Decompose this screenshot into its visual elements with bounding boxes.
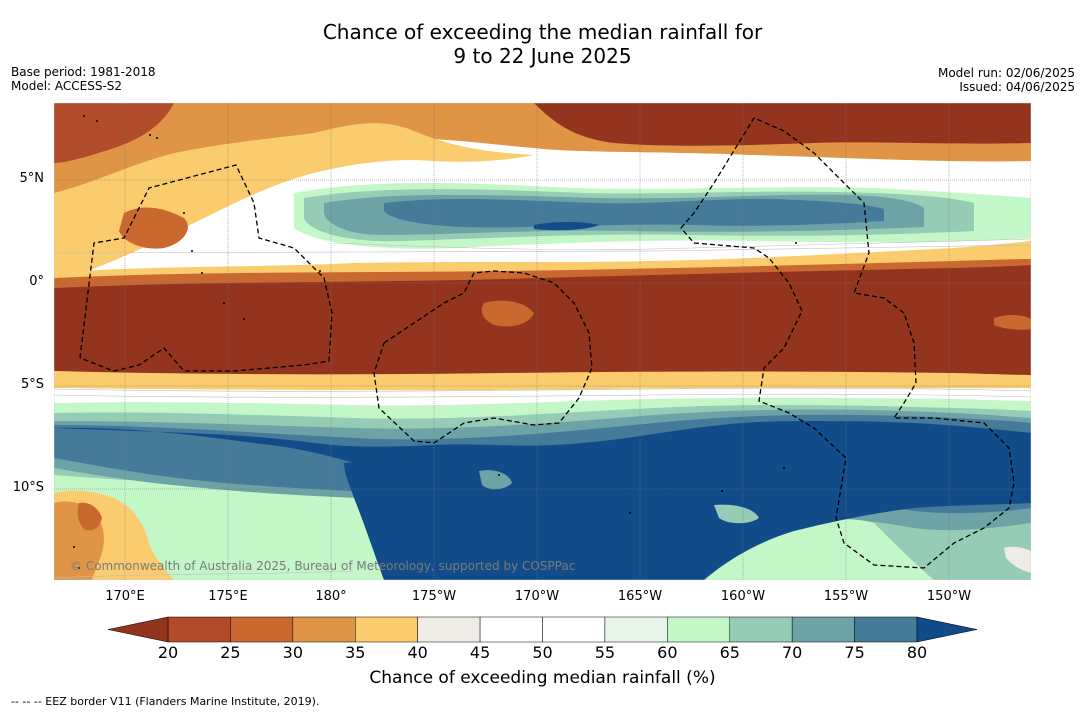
rainfall-map: © Commonwealth of Australia 2025, Bureau… (54, 103, 1031, 580)
lat-label-5s: 5°S (20, 377, 44, 392)
lat-label-5n: 5°N (19, 171, 45, 186)
southeast-grey (1004, 546, 1031, 573)
colorbar-under-arrow (107, 616, 169, 643)
colorbar-swatch (791, 616, 855, 643)
colorbar-tick-label: 65 (719, 643, 740, 662)
colorbar-tick-label: 45 (469, 643, 491, 662)
colorbar-tick-label: 40 (407, 643, 428, 662)
colorbar-swatch (479, 616, 543, 643)
colorbar-tick-label: 55 (594, 643, 616, 662)
model-name: Model: ACCESS-S2 (11, 79, 123, 93)
colorbar-swatch (292, 616, 356, 643)
lon-label-175e: 175°E (208, 589, 248, 604)
colorbar-tick-label: 50 (532, 643, 553, 662)
lon-label-180: 180° (315, 589, 347, 604)
meta-left: Base period: 1981-2018 Model: ACCESS-S2 (11, 65, 156, 93)
colorbar-tick-label: 35 (345, 643, 366, 662)
lon-label-160w: 160°W (720, 589, 766, 604)
equator-orange-right (994, 315, 1031, 330)
colorbar-swatch (604, 616, 668, 643)
lon-label-150w: 150°W (926, 589, 972, 604)
colorbar-swatch (355, 616, 418, 643)
colorbar-swatch (854, 616, 918, 643)
colorbar-swatch (167, 616, 231, 643)
equator-dry-red (54, 265, 1031, 375)
north-red-patch (54, 103, 174, 163)
title-line-1: Chance of exceeding the median rainfall … (322, 20, 763, 44)
colorbar-over-arrow (916, 616, 978, 643)
colorbar (107, 616, 978, 643)
north-dry-red (534, 103, 1031, 146)
lat-label-0: 0° (29, 274, 44, 289)
base-period: Base period: 1981-2018 (11, 65, 156, 79)
colorbar-swatch (542, 616, 606, 643)
title-line-2: 9 to 22 June 2025 (453, 44, 632, 68)
south-light-blob-2 (714, 504, 759, 524)
colorbar-swatch (417, 616, 481, 643)
lon-label-175w: 175°W (411, 589, 457, 604)
north-wet-darkblue (534, 222, 599, 231)
lon-label-165w: 165°W (617, 589, 663, 604)
gridlines (54, 103, 1031, 580)
islands (73, 115, 797, 569)
equator-yellow-south (54, 371, 1031, 391)
map-title: Chance of exceeding the median rainfall … (0, 20, 1085, 68)
colorbar-title: Chance of exceeding median rainfall (%) (369, 668, 716, 688)
colorbar-swatch (729, 616, 793, 643)
colorbar-tick-label: 25 (220, 643, 241, 662)
colorbar-tick-label: 75 (844, 643, 865, 662)
copyright-text: © Commonwealth of Australia 2025, Bureau… (70, 559, 575, 573)
lat-label-10s: 10°S (12, 480, 44, 495)
south-light-blob (479, 470, 512, 490)
north-dry-yellow (54, 123, 534, 283)
lon-label-170e: 170°E (105, 589, 145, 604)
southwest-red (77, 502, 102, 531)
north-orange-patch (119, 207, 188, 249)
south-darkblue-lower (344, 461, 1031, 580)
colorbar-tick-label: 70 (781, 643, 803, 662)
colorbar-tick-label: 20 (157, 643, 179, 662)
issued-date: Issued: 04/06/2025 (959, 80, 1075, 94)
contour-lines (54, 238, 1031, 579)
lon-label-170w: 170°W (514, 589, 560, 604)
model-run: Model run: 02/06/2025 (937, 66, 1075, 80)
eez-footnote: -- -- -- EEZ border V11 (Flanders Marine… (11, 695, 320, 708)
colorbar-tick-label: 30 (282, 643, 303, 662)
equator-orange-blob (481, 300, 534, 327)
colorbar-tick-label: 60 (657, 643, 678, 662)
north-wet-blue (384, 198, 884, 228)
colorbar-tick-label: 80 (906, 643, 928, 662)
lon-label-155w: 155°W (823, 589, 869, 604)
eez-borders (79, 117, 1015, 569)
colorbar-swatch (230, 616, 294, 643)
meta-right: Model run: 02/06/2025 Issued: 04/06/2025 (938, 66, 1075, 94)
colorbar-swatch (667, 616, 730, 643)
